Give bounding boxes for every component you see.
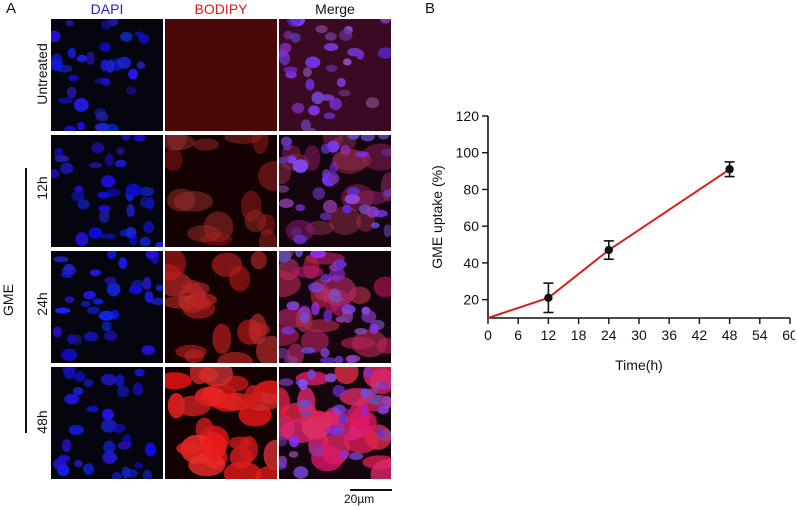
y-axis-label: GME uptake (%) bbox=[429, 165, 445, 268]
row-label-24h: 24h bbox=[34, 292, 50, 316]
x-tick-label: 0 bbox=[484, 327, 492, 343]
data-point bbox=[725, 165, 734, 174]
column-label-merge: Merge bbox=[315, 1, 355, 17]
y-tick-label: 80 bbox=[463, 181, 479, 197]
y-tick-label: 20 bbox=[463, 292, 479, 308]
row-label-48h: 48h bbox=[34, 410, 50, 434]
panel-a-letter: A bbox=[6, 0, 17, 17]
series-line bbox=[487, 168, 731, 319]
row-label-untreated: Untreated bbox=[34, 43, 50, 105]
x-tick-label: 12 bbox=[541, 327, 557, 343]
micrograph-bodipy-untreated bbox=[165, 19, 277, 131]
x-tick-label: 54 bbox=[752, 327, 768, 343]
scale-bar-label: 20µm bbox=[344, 492, 375, 506]
x-axis-label: Time(h) bbox=[615, 357, 663, 373]
micrograph-bodipy-24h bbox=[165, 251, 277, 363]
panel-b-letter: B bbox=[425, 0, 436, 17]
x-tick-label: 30 bbox=[631, 327, 647, 343]
x-tick-label: 48 bbox=[722, 327, 738, 343]
scale-bar bbox=[350, 489, 392, 491]
column-label-bodipy: BODIPY bbox=[194, 1, 248, 17]
data-point bbox=[544, 293, 553, 302]
column-label-dapi: DAPI bbox=[90, 1, 124, 17]
micrograph-merge-12h bbox=[279, 135, 391, 247]
micrograph-merge-untreated bbox=[279, 19, 391, 131]
micrograph-dapi-untreated bbox=[51, 19, 163, 131]
micrograph-bodipy-12h bbox=[165, 135, 277, 247]
micrograph-dapi-24h bbox=[51, 251, 163, 363]
micrograph-merge-48h bbox=[279, 367, 391, 479]
x-tick-label: 60 bbox=[782, 327, 795, 343]
data-point bbox=[604, 245, 613, 255]
micrograph-bodipy-48h bbox=[165, 367, 277, 479]
group-label-gme: GME bbox=[0, 284, 16, 316]
x-tick-label: 36 bbox=[661, 327, 677, 343]
micrograph-dapi-12h bbox=[51, 135, 163, 247]
y-tick-label: 100 bbox=[456, 145, 480, 161]
y-tick-label: 60 bbox=[463, 218, 479, 234]
group-bracket bbox=[25, 168, 27, 433]
x-tick-label: 24 bbox=[601, 327, 617, 343]
micrograph-dapi-48h bbox=[51, 367, 163, 479]
uptake-line-chart: 20 40 60 80 100 120 0 6 12 18 24 30 36 42 48 54 60 Time(… bbox=[429, 108, 795, 373]
micrograph-merge-24h bbox=[279, 251, 391, 363]
y-tick-label: 120 bbox=[456, 108, 480, 124]
x-tick-label: 42 bbox=[692, 327, 708, 343]
y-tick-label: 40 bbox=[463, 255, 479, 271]
x-tick-label: 6 bbox=[514, 327, 522, 343]
x-tick-label: 18 bbox=[571, 327, 587, 343]
row-label-12h: 12h bbox=[34, 176, 50, 200]
